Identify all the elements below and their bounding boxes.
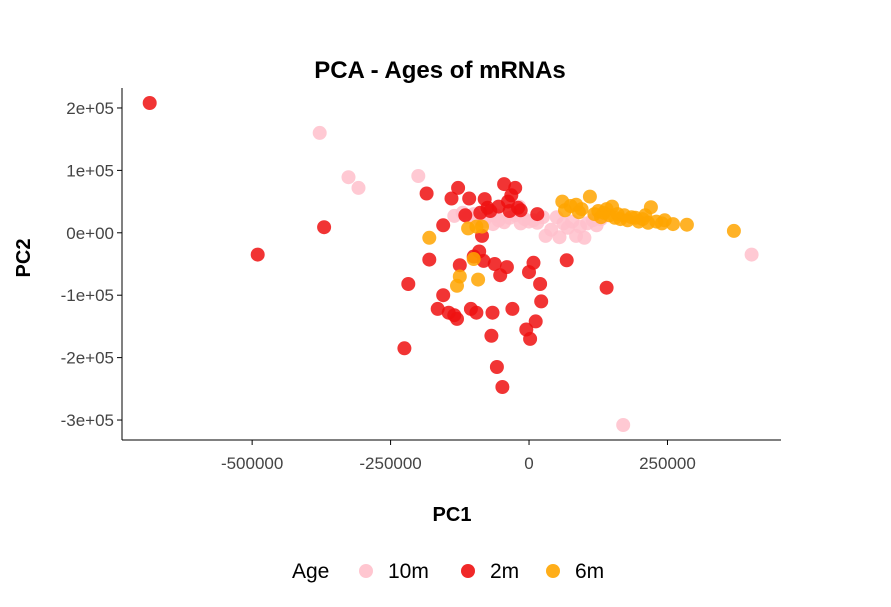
points-layer xyxy=(142,96,759,432)
point-6m-33 xyxy=(643,200,658,215)
legend-label-2m: 2m xyxy=(490,560,519,583)
x-tick-label-0: -500000 xyxy=(221,454,283,473)
legend-marker-6m xyxy=(546,564,560,578)
point-2m-13 xyxy=(450,311,464,326)
point-6m-38 xyxy=(679,217,694,232)
point-2m-51 xyxy=(534,294,549,309)
point-10m-3 xyxy=(411,169,426,183)
point-2m-52 xyxy=(559,253,574,268)
point-2m-11 xyxy=(444,191,459,206)
point-2m-34 xyxy=(495,380,510,394)
point-6m-14 xyxy=(582,189,597,204)
point-2m-30 xyxy=(487,257,502,271)
y-tick-label-5: -3e+05 xyxy=(61,411,114,430)
point-10m-1 xyxy=(341,170,356,185)
point-2m-15 xyxy=(452,258,467,273)
point-6m-39 xyxy=(726,223,741,238)
y-tick-label-0: 2e+05 xyxy=(66,99,114,118)
point-6m-13 xyxy=(574,202,589,217)
point-2m-47 xyxy=(526,255,541,270)
legend-marker-2m xyxy=(461,564,475,578)
point-2m-46 xyxy=(523,331,538,346)
point-2m-9 xyxy=(436,218,451,233)
point-2m-28 xyxy=(484,328,499,343)
point-2m-4 xyxy=(401,277,416,291)
point-2m-40 xyxy=(505,301,520,316)
point-2m-7 xyxy=(430,301,445,316)
point-2m-17 xyxy=(462,191,477,206)
point-6m-4 xyxy=(466,252,481,266)
legend-label-10m: 10m xyxy=(388,560,429,583)
point-2m-50 xyxy=(533,277,548,291)
point-6m-0 xyxy=(422,230,437,245)
point-2m-14 xyxy=(451,180,466,195)
point-10m-37 xyxy=(616,418,631,432)
point-2m-31 xyxy=(489,360,504,374)
point-2m-1 xyxy=(250,247,265,262)
y-tick-label-2: 0e+00 xyxy=(66,224,114,243)
point-2m-53 xyxy=(599,280,614,295)
point-2m-43 xyxy=(513,203,528,218)
x-tick-label-3: 250000 xyxy=(639,454,696,473)
legend-label-6m: 6m xyxy=(575,560,604,583)
point-10m-32 xyxy=(577,230,592,245)
legend-title: Age xyxy=(292,560,329,583)
point-2m-3 xyxy=(397,341,412,356)
x-tick-label-2: 0 xyxy=(524,454,533,473)
y-ticks: 2e+05 1e+05 0e+00 -1e+05 -2e+05 -3e+05 xyxy=(61,99,122,430)
point-2m-49 xyxy=(530,207,545,222)
point-6m-37 xyxy=(666,217,680,232)
point-10m-0 xyxy=(312,125,327,140)
point-2m-20 xyxy=(469,305,484,320)
point-2m-6 xyxy=(422,252,437,267)
point-10m-38 xyxy=(744,247,759,262)
point-10m-2 xyxy=(351,180,366,195)
point-6m-6 xyxy=(471,272,486,287)
point-2m-41 xyxy=(508,180,523,195)
point-2m-29 xyxy=(485,305,500,320)
point-10m-26 xyxy=(552,230,567,245)
point-2m-8 xyxy=(436,288,451,303)
y-tick-label-3: -1e+05 xyxy=(61,286,114,305)
x-ticks: -500000 -250000 0 250000 xyxy=(221,440,696,473)
x-tick-label-1: -250000 xyxy=(359,454,421,473)
y-axis-label: PC2 xyxy=(13,239,35,278)
legend: Age 10m 2m 6m xyxy=(292,560,604,583)
point-2m-48 xyxy=(528,314,543,329)
y-tick-label-4: -2e+05 xyxy=(61,349,114,368)
point-6m-7 xyxy=(475,219,489,234)
point-2m-36 xyxy=(499,260,514,275)
y-tick-label-1: 1e+05 xyxy=(66,161,114,180)
point-2m-16 xyxy=(458,208,473,223)
legend-marker-10m xyxy=(359,564,373,578)
point-6m-2 xyxy=(452,269,467,284)
x-axis-label: PC1 xyxy=(433,504,472,526)
point-2m-0 xyxy=(142,96,157,110)
point-2m-35 xyxy=(497,177,512,192)
chart-title: PCA - Ages of mRNAs xyxy=(314,57,566,84)
point-2m-5 xyxy=(419,186,434,201)
point-2m-2 xyxy=(317,220,332,235)
